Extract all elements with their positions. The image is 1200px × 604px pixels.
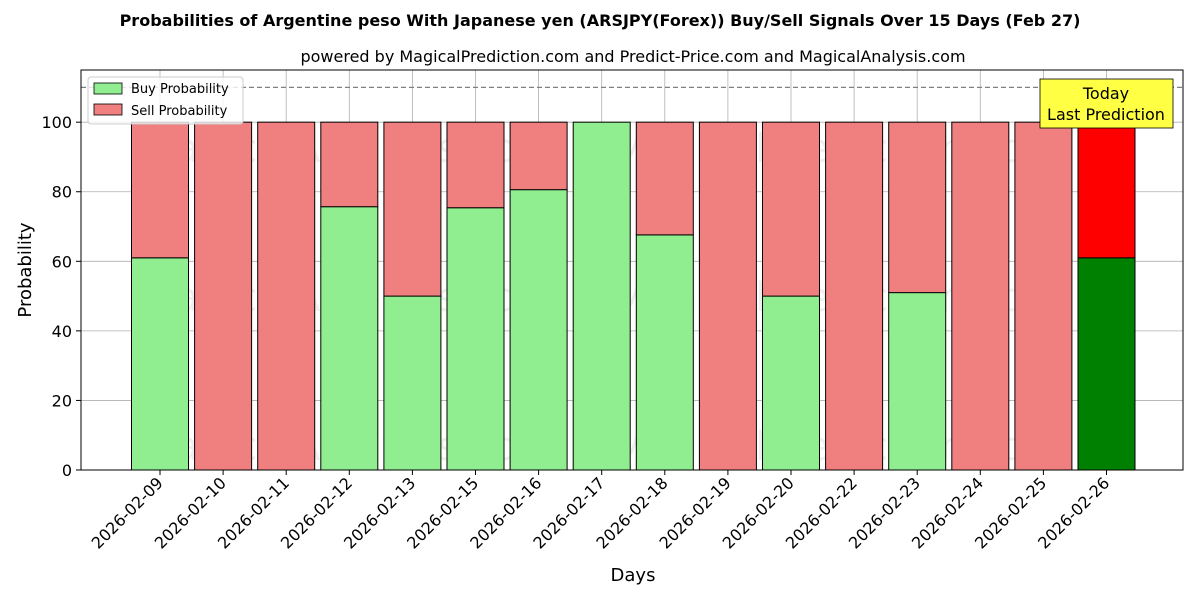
- chart-title: Probabilities of Argentine peso With Jap…: [120, 11, 1081, 30]
- y-axis-label: Probability: [15, 222, 36, 317]
- sell-bar: [698, 121, 757, 471]
- bars: [131, 121, 1136, 471]
- y-axis: 0 20 40 60 80 100: [41, 113, 81, 480]
- sell-bar: [635, 121, 694, 236]
- buy-bar: [446, 207, 505, 471]
- buy-bar: [509, 189, 568, 471]
- buy-bar: [320, 206, 379, 471]
- legend-buy-label: Buy Probability: [131, 82, 229, 97]
- y-tick-label: 20: [52, 391, 72, 410]
- sell-bar: [762, 121, 820, 297]
- sell-bar: [509, 121, 568, 191]
- legend-box: [87, 76, 244, 125]
- sell-bar: [257, 121, 316, 471]
- buy-bar: [1077, 257, 1136, 471]
- today-annotation: Today Last Prediction: [1039, 78, 1174, 129]
- plot-frame: [80, 69, 1184, 471]
- legend-buy-swatch: [93, 82, 123, 95]
- legend-sell-label: Sell Probability: [131, 104, 228, 119]
- x-axis-label: Days: [611, 565, 656, 586]
- y-tick-label: 40: [52, 322, 72, 341]
- chart-subtitle: powered by MagicalPrediction.com and Pre…: [300, 47, 965, 66]
- last-prediction-label: Last Prediction: [1047, 105, 1165, 124]
- buy-bar: [635, 234, 694, 471]
- sell-bar: [1077, 121, 1136, 259]
- sell-bar: [825, 121, 884, 471]
- buy-bar: [383, 295, 442, 471]
- y-tick-label: 100: [41, 113, 72, 132]
- sell-bar: [383, 121, 442, 297]
- today-label: Today: [1082, 84, 1129, 103]
- y-tick-label: 80: [52, 183, 72, 202]
- sell-bar: [320, 121, 379, 208]
- legend: Buy Probability Sell Probability: [87, 76, 244, 125]
- x-axis: 2026-02-092026-02-102026-02-112026-02-12…: [88, 470, 1113, 553]
- y-tick-label: 0: [62, 461, 72, 480]
- y-tick-label: 60: [52, 252, 72, 271]
- buy-bar: [572, 121, 631, 471]
- sell-bar: [951, 121, 1010, 471]
- buy-bar: [762, 295, 820, 471]
- sell-bar: [194, 121, 253, 471]
- sell-bar: [446, 121, 505, 209]
- today-box: [1039, 78, 1174, 129]
- buy-bar: [131, 257, 189, 471]
- sell-bar: [888, 121, 947, 294]
- sell-bar: [1014, 121, 1073, 471]
- buy-bar: [888, 292, 947, 471]
- legend-sell-swatch: [93, 103, 123, 116]
- sell-bar: [131, 121, 189, 259]
